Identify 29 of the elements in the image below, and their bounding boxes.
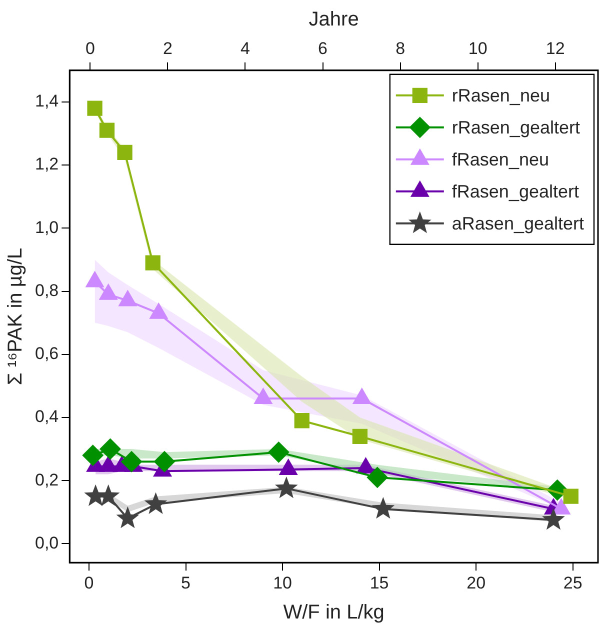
y-tick-label: 0,6 <box>34 344 59 364</box>
x-tick-label: 5 <box>181 573 190 592</box>
y-tick-label: 0,8 <box>34 280 59 300</box>
x-axis-title: W/F in L/kg <box>283 602 384 624</box>
y-tick-label: 1,2 <box>34 154 59 174</box>
y-tick-label: 0,4 <box>34 407 59 426</box>
x-tick-label: 0 <box>84 573 94 592</box>
x2-tick-label: 12 <box>546 38 565 58</box>
y-tick-label: 0,2 <box>34 470 59 490</box>
legend-label: fRasen_gealtert <box>452 181 580 202</box>
x-tick-label: 20 <box>466 573 486 592</box>
x2-tick-label: 4 <box>240 38 250 58</box>
legend-label: aRasen_gealtert <box>452 213 584 234</box>
y-tick-label: 1,4 <box>34 92 59 111</box>
y-tick-label: 0,0 <box>34 533 59 552</box>
y-tick-label: 1,0 <box>34 218 59 237</box>
x2-tick-label: 8 <box>396 38 406 58</box>
x2-tick-label: 0 <box>85 38 95 58</box>
x2-tick-label: 2 <box>162 38 172 58</box>
legend-label: rRasen_gealtert <box>452 117 580 138</box>
x2-tick-label: 6 <box>318 38 328 58</box>
x2-axis-title: Jahre <box>308 8 359 31</box>
y-axis-title: Σ ¹⁶PAK in µg/L <box>4 248 27 386</box>
x-tick-label: 10 <box>273 573 292 592</box>
x2-tick-label: 10 <box>468 38 488 58</box>
x-tick-label: 25 <box>563 573 582 592</box>
x-tick-label: 15 <box>370 573 389 592</box>
legend-label: fRasen_neu <box>452 149 549 170</box>
legend-label: rRasen_neu <box>452 85 550 106</box>
